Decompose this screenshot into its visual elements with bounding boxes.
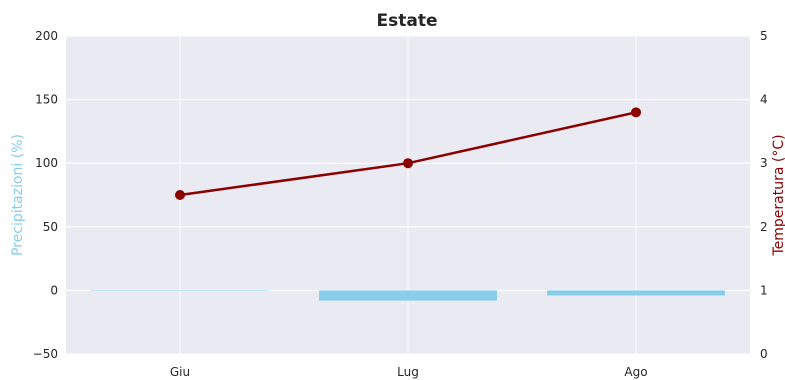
x-tick-label: Giu [170, 365, 190, 379]
right-tick-label: 1 [760, 283, 768, 297]
right-axis-ticks: 0 1 2 3 4 5 [760, 29, 768, 361]
temperature-point-Lug [403, 158, 413, 169]
left-tick-label: 0 [50, 283, 58, 297]
right-tick-label: 3 [760, 156, 768, 170]
right-axis-label: Temperatura (°C) [771, 134, 785, 256]
bar-Giu [91, 290, 269, 291]
left-axis-label: Precipitazioni (%) [10, 134, 26, 256]
x-axis-ticks: Giu Lug Ago [170, 365, 648, 379]
x-tick-label: Ago [624, 365, 647, 379]
left-axis-ticks: −50 0 50 100 150 200 [33, 29, 58, 361]
right-tick-label: 4 [760, 93, 768, 107]
left-tick-label: 50 [43, 220, 58, 234]
line-series [175, 107, 641, 200]
bar-series [91, 290, 725, 301]
left-tick-label: 200 [35, 29, 58, 43]
chart-title: Estate [377, 11, 438, 31]
bar-Ago [547, 290, 725, 296]
bar-Lug [319, 290, 497, 301]
left-tick-label: 150 [35, 93, 58, 107]
right-tick-label: 2 [760, 220, 768, 234]
right-tick-label: 0 [760, 347, 768, 361]
left-tick-label: −50 [33, 347, 58, 361]
temperature-point-Giu [175, 190, 185, 200]
left-tick-label: 100 [35, 156, 58, 170]
temperature-point-Ago [631, 107, 641, 118]
x-tick-label: Lug [397, 365, 419, 379]
right-tick-label: 5 [760, 29, 768, 43]
